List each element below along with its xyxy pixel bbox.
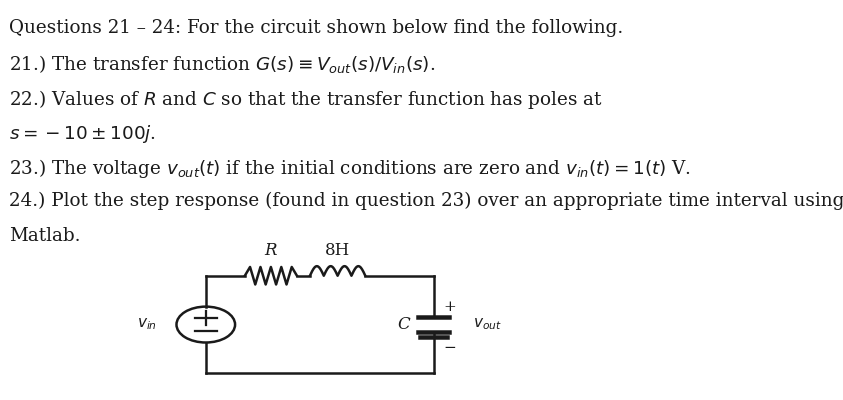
Text: R: R — [265, 242, 277, 259]
Text: 22.) Values of $R$ and $C$ so that the transfer function has poles at: 22.) Values of $R$ and $C$ so that the t… — [9, 88, 603, 111]
Text: 8H: 8H — [325, 242, 350, 259]
Text: C: C — [397, 316, 410, 333]
Text: $s = -10 \pm 100j$.: $s = -10 \pm 100j$. — [9, 123, 156, 145]
Text: +: + — [443, 300, 456, 314]
Text: $v_{out}$: $v_{out}$ — [473, 317, 502, 332]
Text: 24.) Plot the step response (found in question 23) over an appropriate time inte: 24.) Plot the step response (found in qu… — [9, 192, 843, 210]
Text: 21.) The transfer function $G(s) \equiv V_{out}(s)/V_{in}(s)$.: 21.) The transfer function $G(s) \equiv … — [9, 53, 436, 75]
Text: 23.) The voltage $v_{out}(t)$ if the initial conditions are zero and $v_{in}(t) : 23.) The voltage $v_{out}(t)$ if the ini… — [9, 157, 691, 180]
Text: Questions 21 – 24: For the circuit shown below find the following.: Questions 21 – 24: For the circuit shown… — [9, 19, 624, 37]
Text: −: − — [443, 341, 456, 355]
Text: Matlab.: Matlab. — [9, 227, 81, 245]
Text: $v_{in}$: $v_{in}$ — [137, 317, 157, 332]
